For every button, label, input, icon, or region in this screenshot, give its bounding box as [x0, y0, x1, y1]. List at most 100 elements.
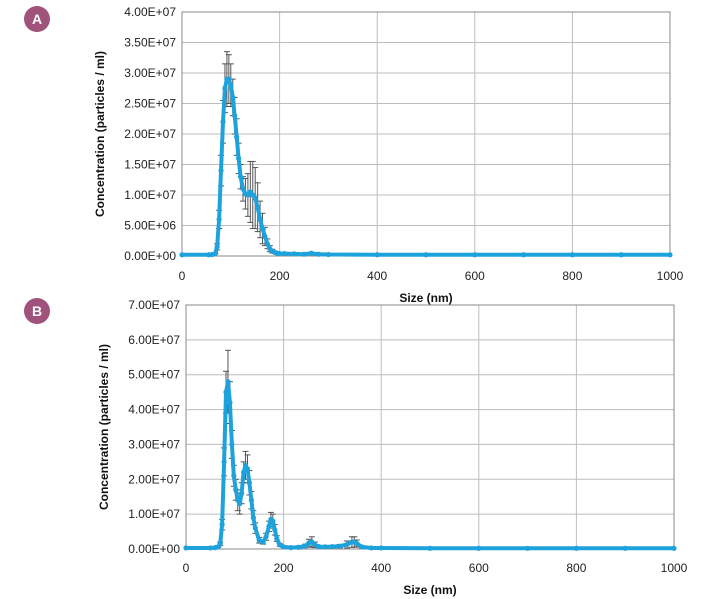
data-point: [667, 252, 673, 258]
chart-panel-a: 0.00E+00 5.00E+06 1.00E+07 1.50E+07 2.00E+07…: [93, 5, 684, 305]
x-tick-label: 400: [371, 561, 391, 575]
data-point: [219, 522, 225, 528]
data-point: [262, 233, 268, 240]
data-point: [423, 252, 429, 258]
data-point: [325, 251, 331, 258]
data-point: [266, 523, 272, 529]
data-point: [231, 473, 237, 479]
y-tick-label: 1.50E+07: [124, 158, 176, 172]
x-axis-label: Size (nm): [403, 583, 456, 597]
data-point: [521, 252, 527, 258]
data-point: [354, 540, 360, 547]
data-point: [222, 85, 228, 91]
data-point: [270, 518, 276, 524]
x-tick-label: 0: [183, 561, 190, 575]
data-point: [223, 389, 229, 395]
data-point: [312, 542, 318, 548]
data-point: [359, 544, 365, 550]
y-tick-label: 4.00E+07: [124, 5, 176, 19]
series-line: [180, 77, 672, 257]
data-point: [256, 537, 262, 543]
data-point: [179, 252, 185, 258]
data-point: [260, 539, 266, 545]
data-point: [263, 534, 269, 540]
y-tick-label: 5.00E+06: [124, 219, 176, 233]
x-tick-label: 1000: [661, 561, 688, 575]
x-tick-label: 800: [562, 269, 582, 283]
y-tick-label: 4.00E+07: [128, 403, 180, 417]
data-point: [225, 379, 231, 385]
data-point: [618, 252, 624, 258]
data-point: [183, 545, 189, 551]
data-point: [291, 251, 297, 257]
data-point: [337, 543, 343, 549]
data-point: [295, 544, 301, 550]
y-axis-label: Concentration (particles / ml): [97, 344, 111, 510]
data-point: [264, 241, 270, 247]
y-axis-label: Concentration (particles / ml): [93, 51, 107, 217]
data-point: [322, 544, 328, 550]
data-point: [214, 244, 220, 250]
data-point: [344, 541, 350, 548]
data-point: [221, 459, 227, 465]
x-tick-label: 600: [465, 269, 485, 283]
y-tick-label: 5.00E+07: [128, 368, 180, 382]
data-point: [227, 400, 233, 406]
y-tick-label: 2.00E+07: [124, 127, 176, 141]
data-point: [281, 544, 287, 550]
data-point: [622, 545, 628, 551]
data-point: [368, 545, 375, 551]
chart-panel-b: 0.00E+00 1.00E+07 2.00E+07 3.00E+07 4.00E+07…: [97, 298, 688, 597]
data-point: [228, 82, 234, 88]
x-axis-label: Size (nm): [399, 291, 452, 305]
x-tick-label: 0: [179, 269, 186, 283]
data-point: [212, 250, 218, 257]
data-point: [239, 490, 245, 496]
y-tick-label: 2.00E+07: [128, 472, 180, 486]
plot-area-frame: [185, 304, 675, 550]
y-tick-label: 1.00E+07: [128, 507, 180, 521]
y-tick-label: 3.50E+07: [124, 36, 176, 50]
data-point: [316, 543, 322, 550]
data-point: [525, 545, 531, 551]
data-point: [240, 186, 246, 192]
data-point: [308, 250, 314, 256]
data-point: [216, 216, 222, 222]
data-point: [218, 168, 224, 174]
data-point: [671, 545, 677, 551]
panel-b-badge: B: [24, 298, 50, 324]
y-tick-label: 2.50E+07: [124, 97, 176, 111]
y-tick-label: 3.00E+07: [128, 437, 180, 451]
data-point: [472, 252, 478, 258]
data-point: [250, 515, 256, 521]
data-point: [288, 545, 294, 551]
data-point: [252, 195, 258, 201]
y-tick-label: 0.00E+00: [128, 542, 180, 556]
data-point: [274, 535, 280, 542]
data-point: [374, 252, 380, 258]
x-tick-label: 600: [469, 561, 489, 575]
y-tick-label: 7.00E+07: [128, 298, 180, 312]
data-point: [281, 250, 288, 257]
data-point: [230, 94, 236, 100]
data-point: [316, 251, 322, 257]
y-tick-label: 1.00E+07: [124, 188, 176, 202]
data-point: [427, 545, 433, 551]
y-tick-label: 3.00E+07: [124, 66, 176, 80]
data-point: [252, 525, 258, 531]
data-point: [248, 497, 254, 503]
data-point: [569, 252, 576, 258]
data-point: [234, 134, 240, 140]
x-tick-label: 400: [367, 269, 387, 283]
data-point: [233, 487, 239, 493]
data-point: [220, 119, 226, 125]
data-point: [232, 113, 238, 119]
x-tick-label: 200: [274, 561, 294, 575]
data-point: [257, 216, 263, 222]
data-point: [378, 545, 384, 551]
data-point: [226, 76, 232, 82]
data-point: [302, 543, 309, 549]
y-tick-label: 0.00E+00: [124, 249, 176, 263]
data-point: [277, 542, 283, 548]
